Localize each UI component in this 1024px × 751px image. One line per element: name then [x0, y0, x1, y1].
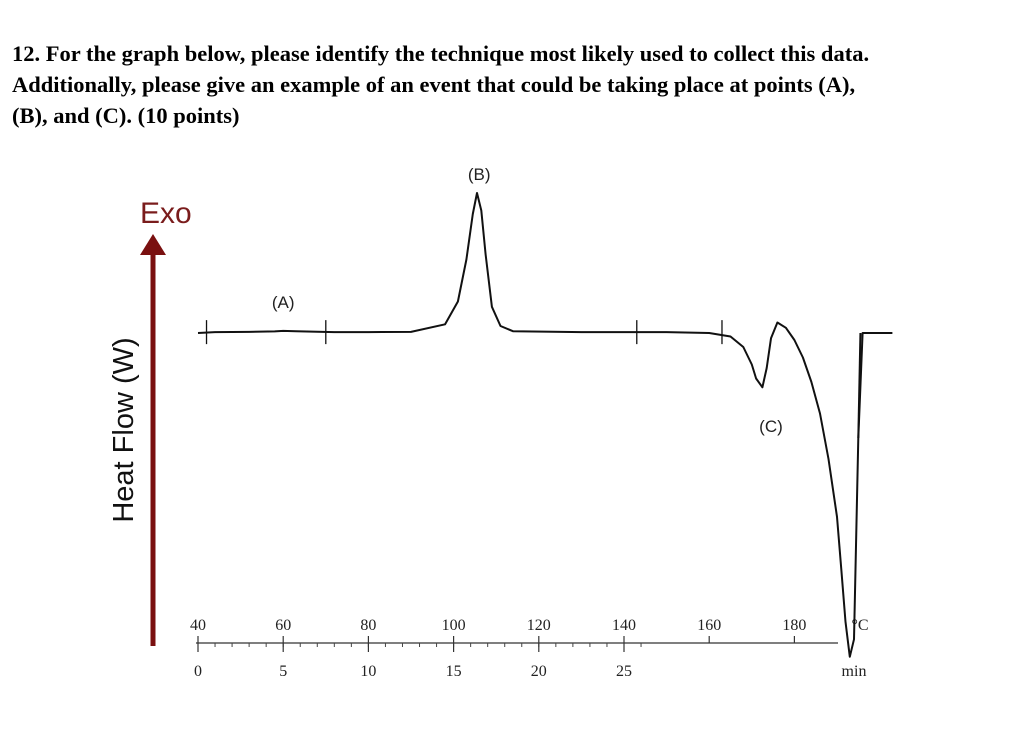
exo-label: Exo — [140, 197, 192, 230]
temp-tick-label: 60 — [275, 617, 291, 634]
heat-flow-axis: Exo Heat Flow (W) — [108, 197, 192, 646]
time-tick-label: 15 — [446, 663, 462, 680]
question-line-3: (B), and (C). (10 points) — [12, 103, 240, 128]
temp-unit-label: °C — [851, 617, 868, 634]
time-tick-label: 20 — [531, 663, 547, 680]
annotation-label: (A) — [272, 293, 295, 312]
temp-tick-label: 80 — [360, 617, 376, 634]
time-tick-label: 0 — [194, 663, 202, 680]
temp-tick-label: 180 — [782, 617, 806, 634]
temp-tick-label: 40 — [190, 617, 206, 634]
annotation-label: (B) — [468, 165, 491, 184]
thermogram — [197, 192, 893, 658]
annotations: (A) (B) (C) — [272, 165, 783, 436]
curve-return — [857, 332, 862, 439]
question-line-2: Additionally, please give an example of … — [12, 72, 856, 97]
x-axes: 40 60 80 100 120 140 160 180 °C 0 5 10 15 20 25 min — [190, 617, 869, 680]
y-axis-label: Heat Flow (W) — [108, 337, 140, 522]
heat-flow-curve — [197, 192, 893, 658]
question-text: 12. For the graph below, please identify… — [12, 38, 1012, 131]
time-unit-label: min — [842, 663, 867, 680]
time-tick-label: 25 — [616, 663, 632, 680]
temp-tick-label: 100 — [442, 617, 466, 634]
temp-tick-label: 140 — [612, 617, 636, 634]
temp-tick-label: 120 — [527, 617, 551, 634]
time-tick-label: 5 — [279, 663, 287, 680]
heat-flow-arrow-head — [140, 234, 166, 255]
annotation-label: (C) — [759, 417, 783, 436]
question-line-1: 12. For the graph below, please identify… — [12, 41, 870, 66]
time-tick-label: 10 — [360, 663, 376, 680]
temp-tick-label: 160 — [697, 617, 721, 634]
